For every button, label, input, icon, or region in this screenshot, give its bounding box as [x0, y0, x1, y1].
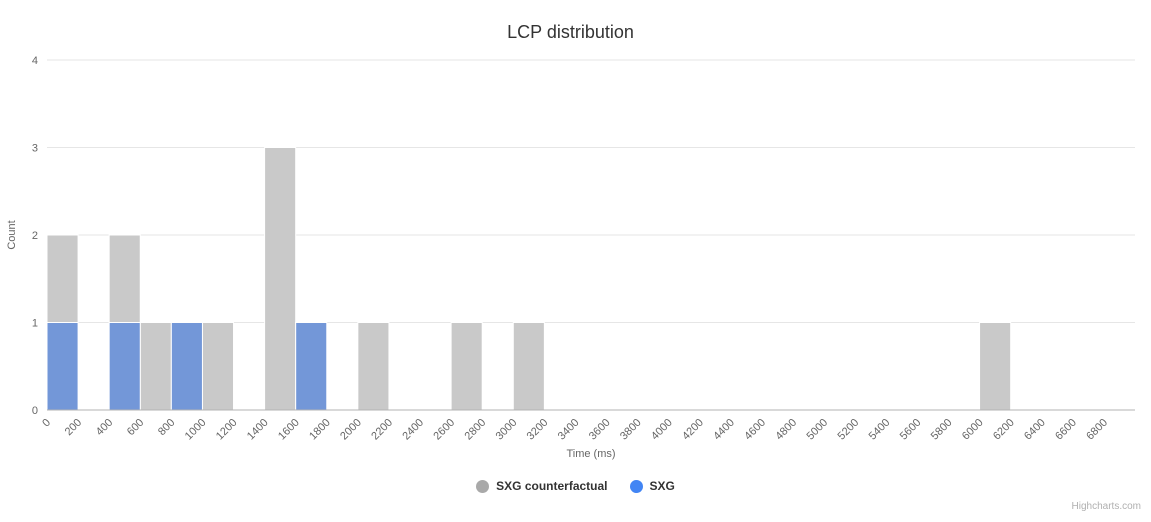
x-tick-label: 6600: [1053, 417, 1079, 443]
legend-label: SXG counterfactual: [496, 479, 608, 493]
bar-sxg-counterfactual-3000[interactable]: [512, 322, 545, 411]
x-tick-label: 5200: [836, 417, 862, 443]
bar-sxg-counterfactual-1400[interactable]: [264, 147, 297, 411]
bar-sxg-counterfactual-2600[interactable]: [450, 322, 483, 411]
x-tick-label: 4800: [773, 417, 799, 443]
x-tick-label: 800: [156, 417, 177, 438]
x-tick-label: 4400: [711, 417, 737, 443]
y-tick-label: 3: [32, 143, 38, 155]
x-tick-label: 2400: [400, 417, 426, 443]
x-tick-label: 3000: [494, 417, 520, 443]
x-tick-label: 400: [94, 417, 115, 438]
y-tick-label: 0: [32, 405, 38, 417]
y-axis-title: Count: [6, 220, 18, 250]
x-tick-label: 2600: [431, 417, 457, 443]
x-tick-label: 3600: [587, 417, 613, 443]
x-tick-label: 1800: [307, 417, 333, 443]
x-tick-label: 3800: [618, 417, 644, 443]
x-tick-label: 6000: [960, 417, 986, 443]
x-tick-label: 5000: [804, 417, 830, 443]
x-tick-label: 6200: [991, 417, 1017, 443]
legend-label: SXG: [649, 479, 675, 493]
bar-sxg-800[interactable]: [170, 322, 203, 411]
x-tick-label: 2200: [369, 417, 395, 443]
x-tick-label: 2000: [338, 417, 364, 443]
x-tick-label: 0: [40, 417, 53, 430]
legend-item-sxg[interactable]: SXG: [629, 479, 675, 493]
x-tick-label: 200: [63, 417, 84, 438]
x-tick-label: 4000: [649, 417, 675, 443]
legend-item-sxg-counterfactual[interactable]: SXG counterfactual: [476, 479, 608, 493]
y-tick-label: 2: [32, 230, 38, 242]
highcharts-credit[interactable]: Highcharts.com: [1071, 501, 1141, 512]
x-tick-label: 600: [125, 417, 146, 438]
legend: SXG counterfactual SXG: [0, 479, 1151, 493]
x-tick-label: 5600: [898, 417, 924, 443]
x-tick-label: 3400: [556, 417, 582, 443]
x-axis-title: Time (ms): [566, 448, 616, 460]
series-marker-icon: [476, 479, 490, 493]
bar-sxg-1600[interactable]: [295, 322, 328, 411]
x-tick-label: 1400: [245, 417, 271, 443]
x-tick-label: 1600: [276, 417, 302, 443]
series-marker-icon: [629, 479, 643, 493]
x-tick-label: 6800: [1084, 417, 1110, 443]
x-tick-label: 1200: [214, 417, 240, 443]
bar-sxg-counterfactual-1000[interactable]: [201, 322, 235, 411]
x-tick-label: 4200: [680, 417, 706, 443]
bar-sxg-counterfactual-600[interactable]: [139, 322, 172, 411]
bar-sxg-0[interactable]: [46, 322, 79, 411]
chart-title: LCP distribution: [507, 22, 634, 42]
bar-sxg-counterfactual-2000[interactable]: [357, 322, 390, 411]
x-tick-label: 6400: [1022, 417, 1048, 443]
y-tick-label: 1: [32, 318, 38, 330]
y-tick-label: 4: [32, 55, 38, 67]
bar-sxg-400[interactable]: [108, 322, 141, 411]
x-tick-label: 4600: [742, 417, 768, 443]
x-tick-label: 5800: [929, 417, 955, 443]
x-tick-label: 2800: [463, 417, 489, 443]
x-tick-label: 5400: [867, 417, 893, 443]
bar-sxg-counterfactual-6000[interactable]: [979, 322, 1012, 411]
x-tick-label: 1000: [183, 417, 209, 443]
x-tick-label: 3200: [525, 417, 551, 443]
